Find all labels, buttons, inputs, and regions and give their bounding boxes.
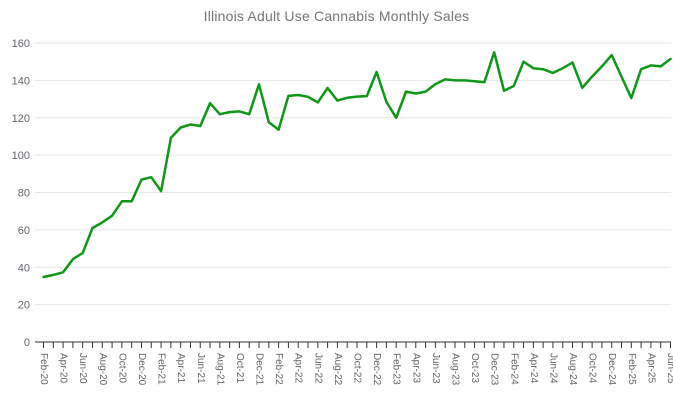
y-axis-label: 120 bbox=[12, 113, 30, 125]
x-axis-label: Dec-23 bbox=[489, 353, 500, 386]
x-axis-label: Apr-21 bbox=[175, 353, 186, 383]
x-axis-label: Aug-21 bbox=[214, 353, 225, 386]
y-axis-label: 0 bbox=[24, 337, 30, 349]
gridlines bbox=[35, 42, 671, 306]
x-axis-label: Jun-25 bbox=[665, 353, 673, 384]
x-axis-label: Jun-24 bbox=[547, 353, 558, 384]
chart-title: Illinois Adult Use Cannabis Monthly Sale… bbox=[203, 8, 470, 24]
x-axis-label: Feb-24 bbox=[508, 353, 519, 385]
x-axis-ticks bbox=[43, 342, 671, 348]
x-axis-label: Oct-22 bbox=[352, 353, 363, 383]
x-axis-label: Apr-20 bbox=[58, 353, 69, 383]
x-axis-label: Aug-20 bbox=[97, 353, 108, 386]
sales-line-series bbox=[42, 51, 672, 279]
x-axis-label: Feb-25 bbox=[626, 353, 637, 385]
x-axis-label: Oct-20 bbox=[116, 353, 127, 383]
x-axis-label: Oct-23 bbox=[469, 353, 480, 383]
y-axis-label: 160 bbox=[12, 38, 30, 50]
x-axis-label: Feb-22 bbox=[273, 353, 284, 385]
x-axis-label: Jun-20 bbox=[77, 353, 88, 384]
x-axis-labels: Feb-20 Apr-20 Jun-20 Aug-20 Oct-20 Dec-20 Feb-… bbox=[38, 353, 673, 386]
y-axis-label: 40 bbox=[18, 262, 30, 274]
y-axis-label: 60 bbox=[18, 225, 30, 237]
x-axis-label: Feb-20 bbox=[38, 353, 49, 385]
sales-line bbox=[42, 51, 672, 279]
y-axis-label: 100 bbox=[12, 150, 30, 162]
x-axis-label: Oct-21 bbox=[234, 353, 245, 383]
y-axis-label: 140 bbox=[12, 75, 30, 87]
x-axis-label: Oct-24 bbox=[587, 353, 598, 383]
x-axis-label: Feb-21 bbox=[156, 353, 167, 385]
y-axis-label: 80 bbox=[18, 188, 30, 200]
x-axis-label: Jun-23 bbox=[430, 353, 441, 384]
x-axis-label: Apr-23 bbox=[410, 353, 421, 383]
x-axis-label: Apr-24 bbox=[528, 353, 539, 383]
x-axis-label: Apr-22 bbox=[293, 353, 304, 383]
x-axis-label: Dec-22 bbox=[371, 353, 382, 386]
x-axis-label: Aug-23 bbox=[449, 353, 460, 386]
x-axis-label: Jun-22 bbox=[312, 353, 323, 384]
x-axis-label: Aug-24 bbox=[567, 353, 578, 386]
x-axis-label: Dec-21 bbox=[254, 353, 265, 386]
x-axis-label: Dec-24 bbox=[606, 353, 617, 386]
y-axis-label: 20 bbox=[18, 300, 30, 312]
x-axis-label: Jun-21 bbox=[195, 353, 206, 384]
y-axis-labels: 0 20 40 60 80 100 120 140 160 bbox=[12, 38, 30, 349]
x-axis-label: Apr-25 bbox=[645, 353, 656, 383]
x-axis-label: Feb-23 bbox=[391, 353, 402, 385]
x-axis-label: Dec-20 bbox=[136, 353, 147, 386]
x-axis-label: Aug-22 bbox=[332, 353, 343, 386]
